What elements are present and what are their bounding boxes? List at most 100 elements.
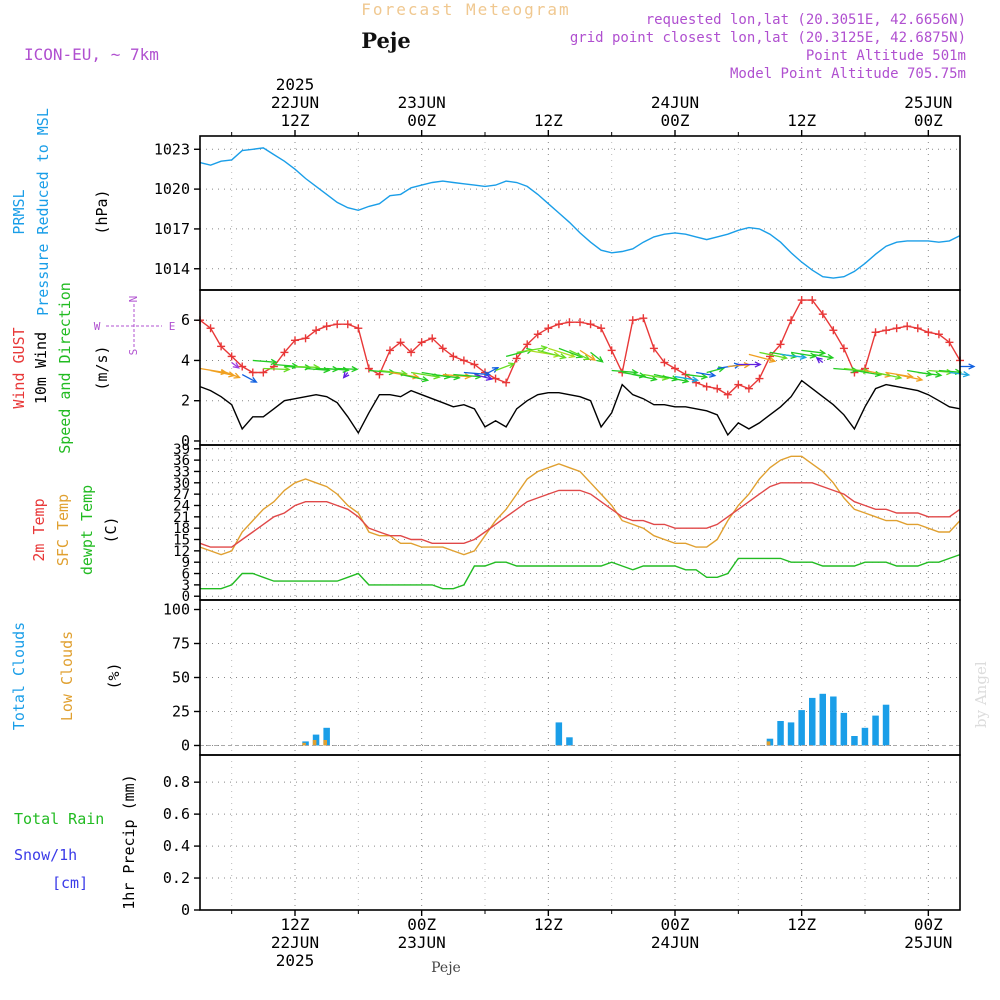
total-cloud-bar — [787, 722, 795, 746]
temp-ytick-label: 21 — [173, 510, 190, 526]
total-cloud-bar — [798, 710, 805, 746]
gust-marker — [628, 316, 637, 325]
gust-marker — [871, 328, 880, 337]
gust-marker — [364, 364, 373, 373]
wind-arrow-shaft — [241, 373, 257, 383]
wind-unit: (m/s) — [93, 345, 111, 390]
clouds-ytick-label: 75 — [172, 635, 190, 653]
wind-arrow-head — [540, 345, 549, 352]
wind-arrow — [759, 351, 789, 361]
wind-arrow-shaft — [917, 371, 942, 376]
clouds-ytick-label: 100 — [163, 601, 190, 619]
temp-ytick-label: 24 — [173, 498, 190, 514]
wind-arrow-shaft — [294, 365, 319, 369]
gust-marker — [755, 374, 764, 383]
top-time-label: 22JUN — [271, 93, 319, 112]
wind-arrow — [664, 375, 690, 384]
temp-ytick-label: 33 — [173, 464, 190, 480]
wind-arrow — [263, 366, 291, 373]
pressure-panel-frame — [199, 135, 961, 291]
clouds-ytick-label: 50 — [172, 669, 190, 687]
pressure-pressure-line — [199, 147, 961, 279]
gust-marker — [301, 334, 310, 343]
wind-arrow-shaft — [442, 373, 471, 378]
wind-arrow-head — [691, 376, 700, 383]
plot-layer — [196, 147, 976, 911]
gust-marker — [903, 322, 912, 331]
wind-arrow-shaft — [263, 367, 290, 371]
wind-arrow-head — [935, 371, 943, 378]
wind-arrow-head — [638, 372, 647, 379]
wind-arrow-head — [962, 371, 971, 378]
wind-arrow-shaft — [252, 359, 277, 363]
wind-compass: N S W E — [94, 296, 176, 356]
temp-label-sfc: SFC Temp — [54, 494, 72, 566]
bottom-time-label: 00Z — [661, 915, 690, 934]
wind-arrow-shaft — [896, 373, 923, 381]
wind-arrow-shaft — [432, 373, 460, 379]
wind-arrow-shaft — [579, 349, 596, 361]
gust-marker — [248, 368, 257, 377]
wind-arrow — [748, 353, 777, 363]
total-cloud-bar — [566, 737, 573, 746]
pressure-ytick-label: 1017 — [154, 220, 190, 238]
precip-panel-labels: Total Rain Snow/1h [cm] 1hr Precip (mm) — [14, 774, 138, 909]
wind-arrow — [801, 349, 827, 356]
total-cloud-bar — [809, 697, 816, 746]
wind-arrow-head — [815, 356, 823, 364]
bottom-time-label: 22JUN — [271, 933, 319, 952]
wind-arrow-shaft — [326, 367, 349, 371]
wind-label-dir: Speed and Direction — [56, 282, 74, 454]
wind-arrow — [337, 365, 359, 373]
bottom-time-label: 2025 — [276, 951, 315, 970]
wind-arrow-head — [283, 366, 291, 373]
grid-lines — [200, 136, 960, 911]
wind-arrow-shaft — [337, 367, 358, 370]
gust-marker — [723, 390, 732, 399]
wind-arrow — [231, 361, 240, 369]
cloud-label-total: Total Clouds — [10, 622, 28, 730]
wind-arrow — [516, 345, 549, 354]
gust-marker — [312, 326, 321, 335]
total-cloud-bar — [861, 727, 869, 746]
gust-marker — [565, 318, 574, 327]
wind-arrow-shaft — [696, 371, 716, 377]
precip-label-snow: Snow/1h — [14, 846, 77, 864]
bottom-time-label: 12Z — [534, 915, 563, 934]
low-cloud-bar — [312, 740, 317, 746]
pressure-ytick-label: 1023 — [154, 140, 190, 158]
total-cloud-bar — [323, 727, 330, 746]
bottom-time-label: 24JUN — [651, 933, 699, 952]
gust-marker — [227, 352, 236, 361]
wind-gust-line — [199, 299, 961, 396]
top-time-label: 24JUN — [651, 93, 699, 112]
wind-arrow-shaft — [569, 349, 590, 360]
bottom-time-label: 00Z — [914, 915, 943, 934]
pressure-panel-labels: PRMSL Pressure Reduced to MSL (hPa) — [10, 108, 111, 316]
precip-panel-frame — [199, 754, 961, 911]
wind-arrow — [579, 349, 597, 361]
gust-marker — [333, 320, 342, 329]
wind-arrow-head — [342, 371, 350, 379]
gust-marker — [924, 328, 933, 337]
gust-marker — [386, 346, 394, 355]
temp-ytick-label: 30 — [173, 476, 190, 492]
pressure-ytick-label: 1014 — [154, 260, 190, 278]
wind-label-gust: Wind GUST — [10, 327, 28, 408]
pressure-label-prmsl: PRMSL — [10, 189, 28, 234]
wind-ytick-label: 4 — [181, 351, 190, 369]
gust-marker — [396, 338, 405, 347]
temp-ytick-label: 6 — [182, 567, 190, 583]
wind-arrow-shaft — [854, 369, 881, 376]
wind-arrow-head — [826, 353, 835, 361]
wind-arrow-shaft — [548, 347, 575, 358]
precip-label-cm: [cm] — [52, 874, 88, 892]
wind-arrow-head — [809, 352, 817, 359]
gust-marker — [238, 362, 247, 371]
watermark: by Angel — [972, 661, 990, 728]
cloud-panel-labels: Total Clouds Low Clouds (%) — [10, 622, 123, 730]
gust-marker — [913, 324, 922, 333]
precip-ytick-label: 0.2 — [163, 869, 190, 887]
wind-arrow-shaft — [938, 369, 961, 373]
gust-marker — [597, 324, 606, 333]
